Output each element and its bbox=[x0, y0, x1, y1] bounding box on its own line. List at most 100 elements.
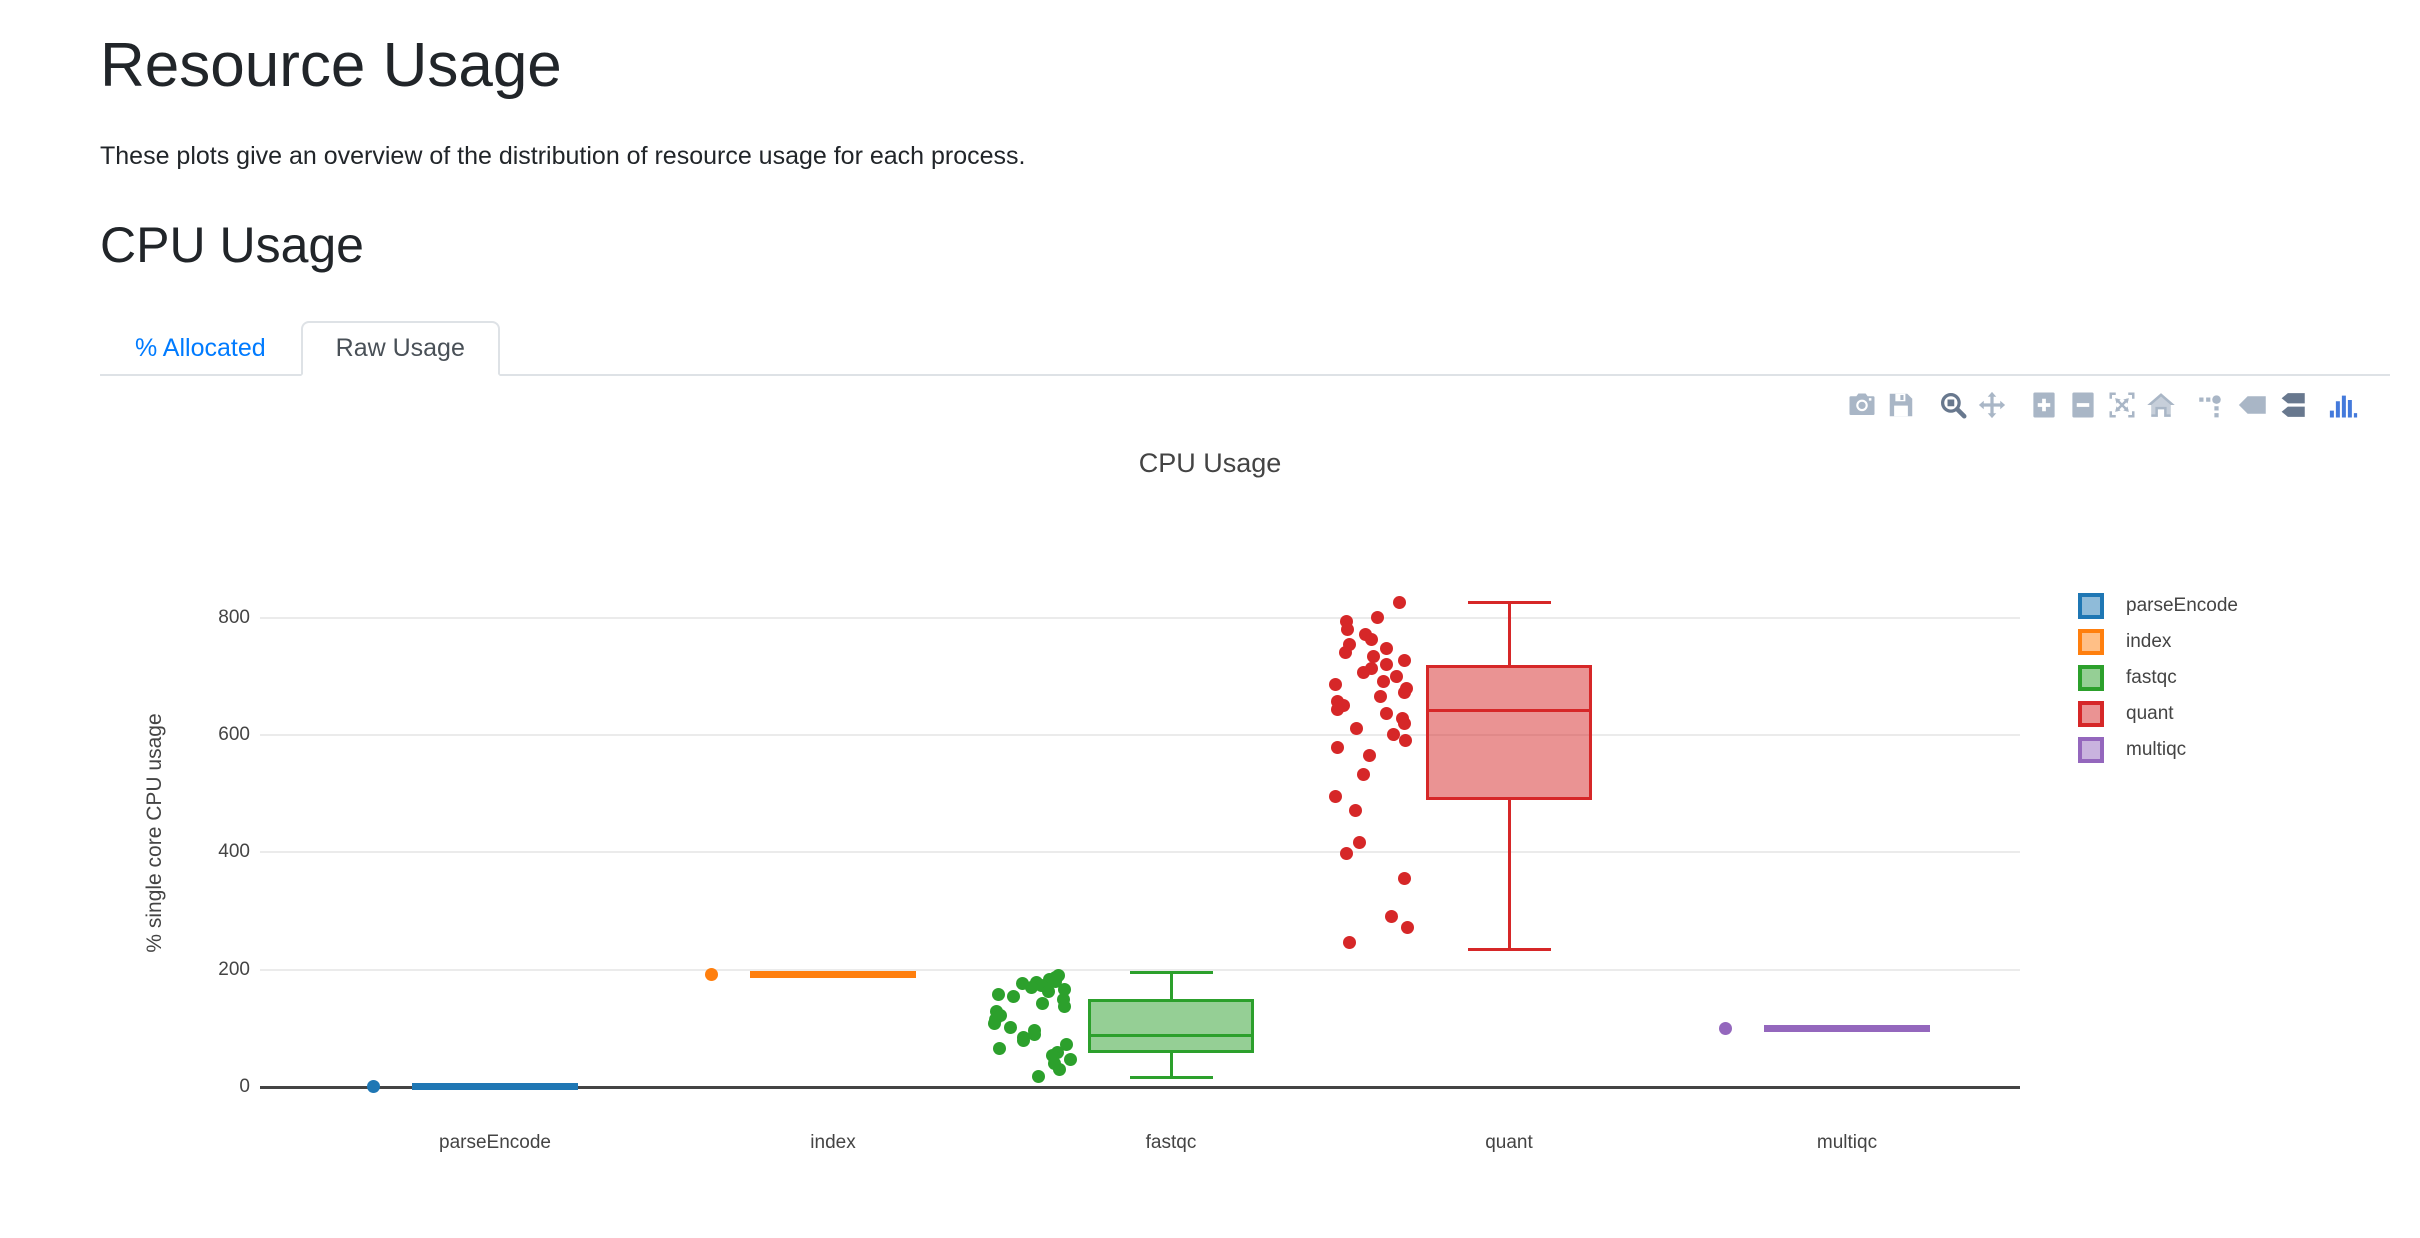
x-tick-label: fastqc bbox=[1145, 1132, 1197, 1153]
scatter-point-quant bbox=[1342, 936, 1356, 950]
scatter-point-fastqc bbox=[987, 1016, 1001, 1030]
whisker-cap-max-fastqc bbox=[1129, 971, 1213, 975]
camera-icon[interactable] bbox=[1847, 390, 1877, 420]
scatter-point-quant bbox=[1331, 741, 1345, 755]
x-tick-label: parseEncode bbox=[439, 1132, 551, 1153]
scatter-point-fastqc bbox=[1031, 1070, 1045, 1084]
scatter-point-quant bbox=[1349, 722, 1363, 736]
chart-title: CPU Usage bbox=[1138, 448, 1282, 478]
scatter-point-quant bbox=[1349, 803, 1363, 817]
page-subtitle: These plots give an overview of the dist… bbox=[100, 142, 1026, 170]
reset-axes-home-icon[interactable] bbox=[2146, 390, 2176, 420]
y-tick-label: 200 bbox=[218, 958, 250, 980]
tab-percent-allocated[interactable]: % Allocated bbox=[135, 334, 266, 362]
scatter-point-fastqc bbox=[1004, 1020, 1018, 1034]
legend-label-multiqc: multiqc bbox=[2126, 739, 2187, 760]
scatter-point-fastqc bbox=[1060, 1037, 1074, 1051]
cpu-usage-tabs: % Allocated Raw Usage bbox=[100, 321, 2390, 376]
scatter-point-fastqc bbox=[1006, 990, 1020, 1004]
scatter-point-quant bbox=[1373, 690, 1387, 704]
scatter-point-quant bbox=[1389, 670, 1403, 684]
scatter-point-quant bbox=[1352, 836, 1366, 849]
y-tick-label: 800 bbox=[218, 606, 250, 628]
scatter-point-fastqc bbox=[1064, 1053, 1078, 1067]
scatter-point-quant bbox=[1398, 734, 1412, 748]
scatter-point-quant bbox=[1356, 666, 1370, 680]
scatter-point-parseEncode bbox=[366, 1080, 380, 1094]
whisker-quant bbox=[1507, 602, 1511, 665]
whisker-cap-min-fastqc bbox=[1129, 1076, 1213, 1080]
gridline bbox=[260, 616, 2020, 619]
whisker-fastqc bbox=[1169, 972, 1173, 1000]
legend-item-fastqc[interactable]: fastqc bbox=[2078, 660, 2238, 696]
whisker-quant bbox=[1507, 799, 1511, 950]
save-icon[interactable] bbox=[1886, 390, 1916, 420]
scatter-point-fastqc bbox=[1058, 1000, 1072, 1014]
scatter-point-quant bbox=[1380, 658, 1394, 672]
zoom-out-icon[interactable] bbox=[2068, 390, 2098, 420]
section-heading-cpu-usage: CPU Usage bbox=[100, 217, 364, 273]
scatter-point-quant bbox=[1377, 674, 1391, 688]
scatter-point-quant bbox=[1398, 654, 1411, 667]
scatter-point-fastqc bbox=[1052, 1063, 1066, 1077]
box-parseEncode bbox=[412, 1083, 578, 1091]
scatter-point-quant bbox=[1397, 686, 1411, 700]
pan-icon[interactable] bbox=[1977, 390, 2007, 420]
tab-raw-usage[interactable]: Raw Usage bbox=[300, 321, 500, 376]
scatter-point-multiqc bbox=[1718, 1022, 1732, 1036]
y-tick-label: 600 bbox=[218, 724, 250, 746]
legend-item-parseEncode[interactable]: parseEncode bbox=[2078, 588, 2238, 624]
x-tick-label: index bbox=[810, 1132, 856, 1153]
autoscale-icon[interactable] bbox=[2107, 390, 2137, 420]
gridline bbox=[260, 734, 2020, 737]
legend-swatch-quant bbox=[2078, 701, 2104, 727]
scatter-point-quant bbox=[1379, 707, 1393, 721]
zoom-icon[interactable] bbox=[1938, 390, 1968, 420]
scatter-point-quant bbox=[1380, 641, 1394, 655]
legend-item-index[interactable]: index bbox=[2078, 624, 2238, 660]
legend-label-quant: quant bbox=[2126, 703, 2174, 724]
hover-compare-icon[interactable] bbox=[2276, 390, 2306, 420]
whisker-cap-max-quant bbox=[1467, 601, 1551, 605]
hover-closest-icon[interactable] bbox=[2237, 390, 2267, 420]
scatter-point-quant bbox=[1401, 921, 1415, 935]
scatter-point-quant bbox=[1367, 649, 1381, 663]
scatter-point-quant bbox=[1356, 768, 1370, 782]
y-tick-label: 400 bbox=[218, 841, 250, 863]
whisker-cap-min-quant bbox=[1467, 947, 1551, 951]
plot-modebar bbox=[1847, 390, 2358, 420]
page-title: Resource Usage bbox=[100, 31, 562, 100]
scatter-point-quant bbox=[1363, 749, 1377, 763]
scatter-point-quant bbox=[1386, 727, 1400, 741]
scatter-point-index bbox=[704, 967, 718, 981]
y-tick-label: 0 bbox=[239, 1076, 250, 1098]
box-quant bbox=[1426, 664, 1592, 800]
gridline bbox=[260, 968, 2020, 971]
legend-swatch-index bbox=[2078, 629, 2104, 655]
scatter-point-fastqc bbox=[1025, 981, 1039, 995]
scatter-point-quant bbox=[1338, 645, 1352, 659]
y-axis-ticks: 0 200 400 600 800 bbox=[130, 556, 250, 1102]
scatter-point-quant bbox=[1370, 611, 1384, 625]
plotly-logo-icon[interactable] bbox=[2328, 390, 2358, 420]
scatter-point-quant bbox=[1329, 678, 1343, 692]
zoom-in-icon[interactable] bbox=[2029, 390, 2059, 420]
scatter-point-fastqc bbox=[1028, 1027, 1042, 1041]
scatter-point-fastqc bbox=[992, 988, 1006, 1002]
legend-label-index: index bbox=[2126, 631, 2172, 652]
scatter-point-quant bbox=[1331, 703, 1345, 717]
scatter-point-fastqc bbox=[1035, 996, 1049, 1010]
legend-item-quant[interactable]: quant bbox=[2078, 696, 2238, 732]
gridline bbox=[260, 851, 2020, 854]
legend-swatch-fastqc bbox=[2078, 665, 2104, 691]
legend-item-multiqc[interactable]: multiqc bbox=[2078, 732, 2238, 768]
box-multiqc bbox=[1764, 1025, 1930, 1033]
median-fastqc bbox=[1088, 1034, 1254, 1038]
scatter-point-quant bbox=[1329, 789, 1343, 803]
scatter-point-fastqc bbox=[1017, 1034, 1031, 1048]
plot-area: parseEncode index fastqc quant multiqc bbox=[260, 556, 2020, 1153]
scatter-point-quant bbox=[1385, 909, 1399, 923]
toggle-spikelines-icon[interactable] bbox=[2198, 390, 2228, 420]
x-tick-label: multiqc bbox=[1816, 1132, 1878, 1153]
